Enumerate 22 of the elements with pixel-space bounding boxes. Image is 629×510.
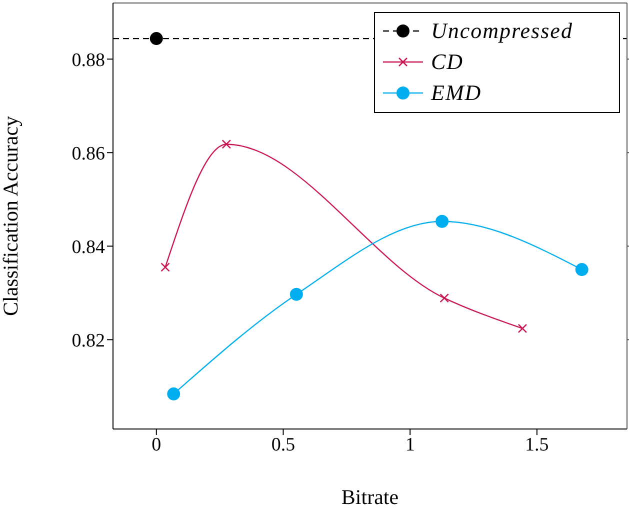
x-axis-title: Bitrate bbox=[341, 485, 399, 509]
point bbox=[160, 262, 170, 272]
legend-label: EMD bbox=[431, 80, 482, 106]
y-tick-label: 0.86 bbox=[72, 143, 105, 164]
x-tick-label: 0.5 bbox=[271, 434, 296, 456]
y-tick-label: 0.82 bbox=[72, 330, 105, 352]
point bbox=[290, 288, 303, 301]
legend-label: CD bbox=[431, 48, 464, 74]
point bbox=[518, 324, 528, 334]
point bbox=[222, 140, 232, 149]
y-axis-title: Classification Accuracy bbox=[0, 115, 22, 316]
point bbox=[150, 32, 163, 46]
point bbox=[440, 293, 449, 303]
x-tick-label: 1.5 bbox=[525, 434, 549, 456]
point bbox=[575, 263, 588, 276]
legend-label: Uncompressed bbox=[431, 18, 573, 44]
x-tick-label: 1 bbox=[405, 434, 415, 456]
x-tick-label: 0 bbox=[152, 434, 162, 456]
y-tick-label: 0.88 bbox=[72, 50, 105, 71]
point bbox=[436, 214, 449, 228]
point bbox=[167, 387, 180, 400]
y-tick-label: 0.84 bbox=[72, 236, 106, 258]
